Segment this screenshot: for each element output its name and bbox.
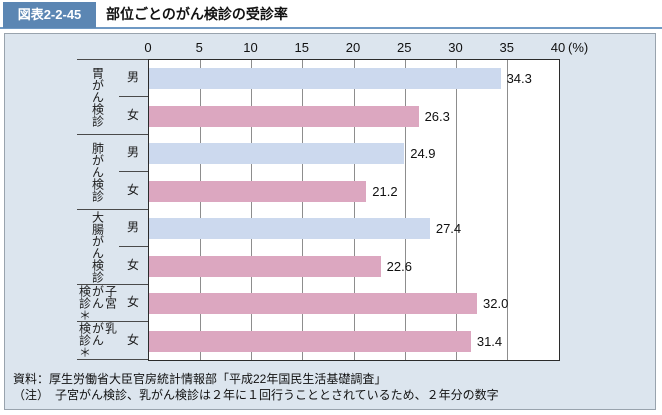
bar-value-label: 21.2 [372, 183, 398, 199]
x-axis-tick-label: 10 [243, 40, 258, 55]
x-axis-tick-label: 40 [550, 40, 566, 55]
x-axis-tick-label: 25 [397, 40, 412, 55]
gender-label: 女 [126, 332, 139, 347]
gridline [251, 60, 252, 360]
group-separator-line [77, 133, 148, 135]
bar [149, 105, 419, 127]
gridline [302, 60, 304, 360]
gender-separator-line [119, 171, 148, 172]
x-axis-tick-label: 15 [294, 40, 309, 55]
x-axis-tick-label: 20 [345, 40, 361, 55]
group-label: 胃がん検診 [77, 59, 117, 134]
group-separator-line [77, 58, 148, 60]
group-separator-line [77, 321, 148, 322]
chart-area: 0 5 10 15 20 25 30 35 40 (%) 34.3 26.3 24.9 21.2 27.4 2… [5, 34, 655, 409]
gender-label: 男 [126, 220, 139, 234]
gridline [456, 60, 457, 360]
bar [149, 255, 381, 277]
bar [149, 68, 501, 90]
x-axis-tick-label: 30 [448, 40, 463, 55]
group-label: 乳がん 検診＊ [77, 322, 118, 360]
bar [149, 218, 430, 240]
chart-panel: 0 5 10 15 20 25 30 35 40 (%) 34.3 26.3 24.9 21.2 27.4 2… [4, 33, 656, 410]
gridline [353, 60, 355, 360]
gender-label: 女 [126, 182, 139, 197]
bar-value-label: 31.4 [476, 333, 503, 349]
gridline [404, 60, 406, 360]
bar-value-label: 27.4 [435, 221, 462, 237]
header-underline [0, 27, 662, 29]
bar [149, 143, 405, 165]
group-label-text: 子宮 がん 検診＊ [77, 284, 118, 321]
gender-label: 女 [126, 257, 139, 272]
gridline [199, 60, 201, 360]
group-separator-line [77, 208, 148, 210]
source-note: 資料：厚生労働省大臣官房統計情報部「平成22年国民生活基礎調査」 [13, 372, 387, 386]
figure-number-badge: 図表2-2-45 [3, 2, 96, 28]
x-axis-tick-label: 5 [195, 40, 203, 55]
plot-area: 34.3 26.3 24.9 21.2 27.4 22.6 32.0 31.4 [148, 59, 560, 361]
bar-value-label: 26.3 [424, 108, 450, 124]
group-label-text: 胃がん検診 [90, 66, 105, 127]
gender-label: 女 [126, 107, 139, 122]
bar [149, 180, 367, 202]
gender-separator-line [119, 246, 148, 247]
x-axis-tick-label: 35 [499, 40, 514, 55]
gender-label: 男 [126, 145, 139, 159]
bar-value-label: 34.3 [506, 71, 532, 87]
bar-value-label: 32.0 [483, 296, 509, 312]
x-axis-tick-label: 0 [144, 40, 152, 55]
group-label: 大腸がん検診 [77, 209, 117, 284]
x-axis-unit-label: (%) [568, 40, 589, 55]
bar-value-label: 22.6 [386, 258, 412, 274]
bar [149, 293, 477, 315]
group-separator-line [77, 358, 148, 360]
gridline [507, 60, 509, 360]
figure-title: 部位ごとのがん検診の受診率 [106, 6, 288, 22]
bar-value-label: 24.9 [410, 146, 436, 162]
group-separator-line [77, 283, 148, 285]
gender-label: 女 [126, 295, 139, 309]
group-label-text: 乳がん 検診＊ [77, 322, 118, 359]
bar [149, 330, 471, 352]
gender-label: 男 [126, 70, 139, 84]
gender-separator-line [119, 96, 148, 97]
group-label-text: 肺がん検診 [90, 141, 105, 202]
group-label-text: 大腸がん検診 [90, 210, 105, 283]
group-label: 肺がん検診 [77, 134, 117, 209]
group-label: 子宮 がん 検診＊ [77, 284, 118, 322]
footnote: （注） 子宮がん検診、乳がん検診は２年に１回行うこととされているため、２年分の数… [13, 388, 499, 402]
